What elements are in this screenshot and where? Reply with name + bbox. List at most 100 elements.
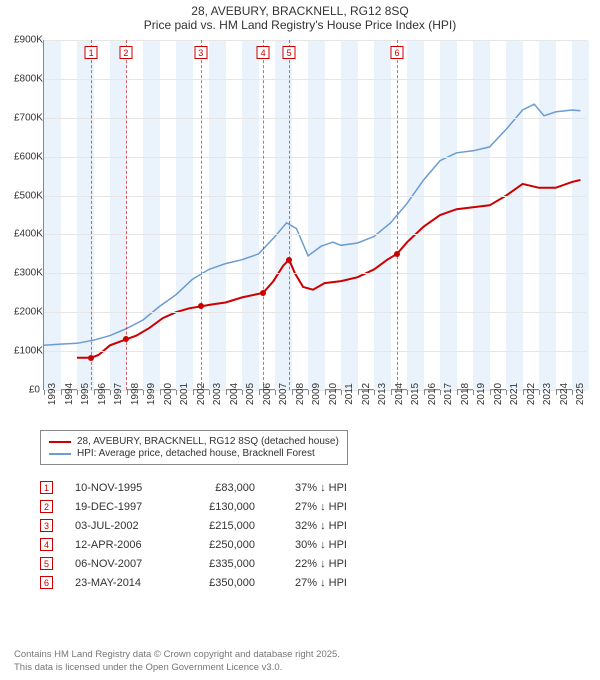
event-dot-3 (198, 303, 204, 309)
x-axis-label: 1994 (64, 383, 75, 405)
x-axis-label: 1996 (97, 383, 108, 405)
x-axis-label: 2005 (245, 383, 256, 405)
x-axis-label: 2012 (361, 383, 372, 405)
x-axis-label: 2017 (443, 383, 454, 405)
x-axis-label: 2000 (163, 383, 174, 405)
row-date: 03-JUL-2002 (75, 520, 195, 532)
event-marker-5: 5 (283, 46, 296, 59)
row-marker: 2 (40, 500, 53, 513)
event-dot-1 (88, 355, 94, 361)
legend-item: 28, AVEBURY, BRACKNELL, RG12 8SQ (detach… (49, 436, 339, 447)
row-diff: 37% ↓ HPI (295, 482, 385, 494)
legend-label: 28, AVEBURY, BRACKNELL, RG12 8SQ (detach… (77, 436, 339, 447)
x-axis-label: 1997 (113, 383, 124, 405)
x-axis-label: 1993 (47, 383, 58, 405)
y-axis-label: £100K (14, 346, 40, 357)
table-row: 6 23-MAY-2014£350,00027% ↓ HPI (40, 573, 385, 592)
footer-line1: Contains HM Land Registry data © Crown c… (14, 649, 340, 661)
x-axis-label: 2013 (377, 383, 388, 405)
y-axis-label: £500K (14, 190, 40, 201)
x-axis-label: 2003 (212, 383, 223, 405)
event-marker-3: 3 (194, 46, 207, 59)
row-diff: 27% ↓ HPI (295, 577, 385, 589)
table-row: 4 12-APR-2006£250,00030% ↓ HPI (40, 535, 385, 554)
row-price: £83,000 (195, 482, 295, 494)
row-date: 23-MAY-2014 (75, 577, 195, 589)
x-axis-label: 2022 (526, 383, 537, 405)
event-dot-5 (286, 257, 292, 263)
events-table: 1 10-NOV-1995£83,00037% ↓ HPI 2 19-DEC-1997… (40, 478, 385, 592)
x-axis-label: 1995 (80, 383, 91, 405)
event-dot-2 (123, 336, 129, 342)
footer-line2: This data is licensed under the Open Gov… (14, 662, 340, 674)
table-row: 1 10-NOV-1995£83,00037% ↓ HPI (40, 478, 385, 497)
y-axis-label: £800K (14, 73, 40, 84)
row-price: £335,000 (195, 558, 295, 570)
legend-swatch (49, 441, 71, 443)
row-diff: 22% ↓ HPI (295, 558, 385, 570)
legend-label: HPI: Average price, detached house, Brac… (77, 448, 315, 459)
y-axis-label: £200K (14, 307, 40, 318)
row-price: £130,000 (195, 501, 295, 513)
row-date: 10-NOV-1995 (75, 482, 195, 494)
y-axis-label: £600K (14, 151, 40, 162)
table-row: 3 03-JUL-2002£215,00032% ↓ HPI (40, 516, 385, 535)
x-axis-label: 1999 (146, 383, 157, 405)
row-diff: 30% ↓ HPI (295, 539, 385, 551)
x-axis-label: 1998 (130, 383, 141, 405)
footer-text: Contains HM Land Registry data © Crown c… (14, 649, 340, 674)
row-marker: 3 (40, 519, 53, 532)
legend-swatch (49, 453, 71, 455)
x-axis-label: 2020 (493, 383, 504, 405)
legend-item: HPI: Average price, detached house, Brac… (49, 448, 339, 459)
x-axis-label: 2007 (278, 383, 289, 405)
x-axis-label: 2023 (542, 383, 553, 405)
chart-container: 28, AVEBURY, BRACKNELL, RG12 8SQ Price p… (0, 0, 600, 680)
event-marker-6: 6 (391, 46, 404, 59)
x-axis-label: 2015 (410, 383, 421, 405)
x-axis-label: 2004 (229, 383, 240, 405)
row-date: 12-APR-2006 (75, 539, 195, 551)
x-axis-label: 2018 (460, 383, 471, 405)
x-axis-label: 2024 (559, 383, 570, 405)
y-axis-label: £300K (14, 268, 40, 279)
x-axis-label: 2009 (311, 383, 322, 405)
table-row: 5 06-NOV-2007£335,00022% ↓ HPI (40, 554, 385, 573)
row-marker: 1 (40, 481, 53, 494)
row-price: £350,000 (195, 577, 295, 589)
x-axis-label: 2011 (344, 383, 355, 405)
plot-region: 1993199419951996199719981999200020012002… (43, 40, 586, 390)
x-axis-label: 2025 (575, 383, 586, 405)
row-price: £215,000 (195, 520, 295, 532)
series-hpi (44, 104, 580, 345)
row-marker: 6 (40, 576, 53, 589)
x-axis-label: 2016 (427, 383, 438, 405)
y-axis-label: £400K (14, 229, 40, 240)
row-date: 19-DEC-1997 (75, 501, 195, 513)
series-price_paid (77, 180, 580, 358)
x-axis-label: 2014 (394, 383, 405, 405)
row-diff: 32% ↓ HPI (295, 520, 385, 532)
chart-area: 1993199419951996199719981999200020012002… (14, 40, 586, 420)
row-marker: 5 (40, 557, 53, 570)
event-marker-2: 2 (119, 46, 132, 59)
event-dot-6 (394, 251, 400, 257)
row-price: £250,000 (195, 539, 295, 551)
y-axis-label: £700K (14, 112, 40, 123)
row-date: 06-NOV-2007 (75, 558, 195, 570)
x-axis-label: 2010 (328, 383, 339, 405)
row-diff: 27% ↓ HPI (295, 501, 385, 513)
y-axis-label: £900K (14, 35, 40, 46)
x-axis-label: 2008 (295, 383, 306, 405)
y-axis-label: £0 (14, 385, 40, 396)
title-line1: 28, AVEBURY, BRACKNELL, RG12 8SQ (0, 4, 600, 18)
x-axis-label: 2001 (179, 383, 190, 405)
table-row: 2 19-DEC-1997£130,00027% ↓ HPI (40, 497, 385, 516)
event-dot-4 (260, 290, 266, 296)
legend-box: 28, AVEBURY, BRACKNELL, RG12 8SQ (detach… (40, 430, 348, 465)
row-marker: 4 (40, 538, 53, 551)
title-line2: Price paid vs. HM Land Registry's House … (0, 18, 600, 32)
event-marker-4: 4 (257, 46, 270, 59)
title-block: 28, AVEBURY, BRACKNELL, RG12 8SQ Price p… (0, 0, 600, 34)
x-axis-label: 2021 (509, 383, 520, 405)
